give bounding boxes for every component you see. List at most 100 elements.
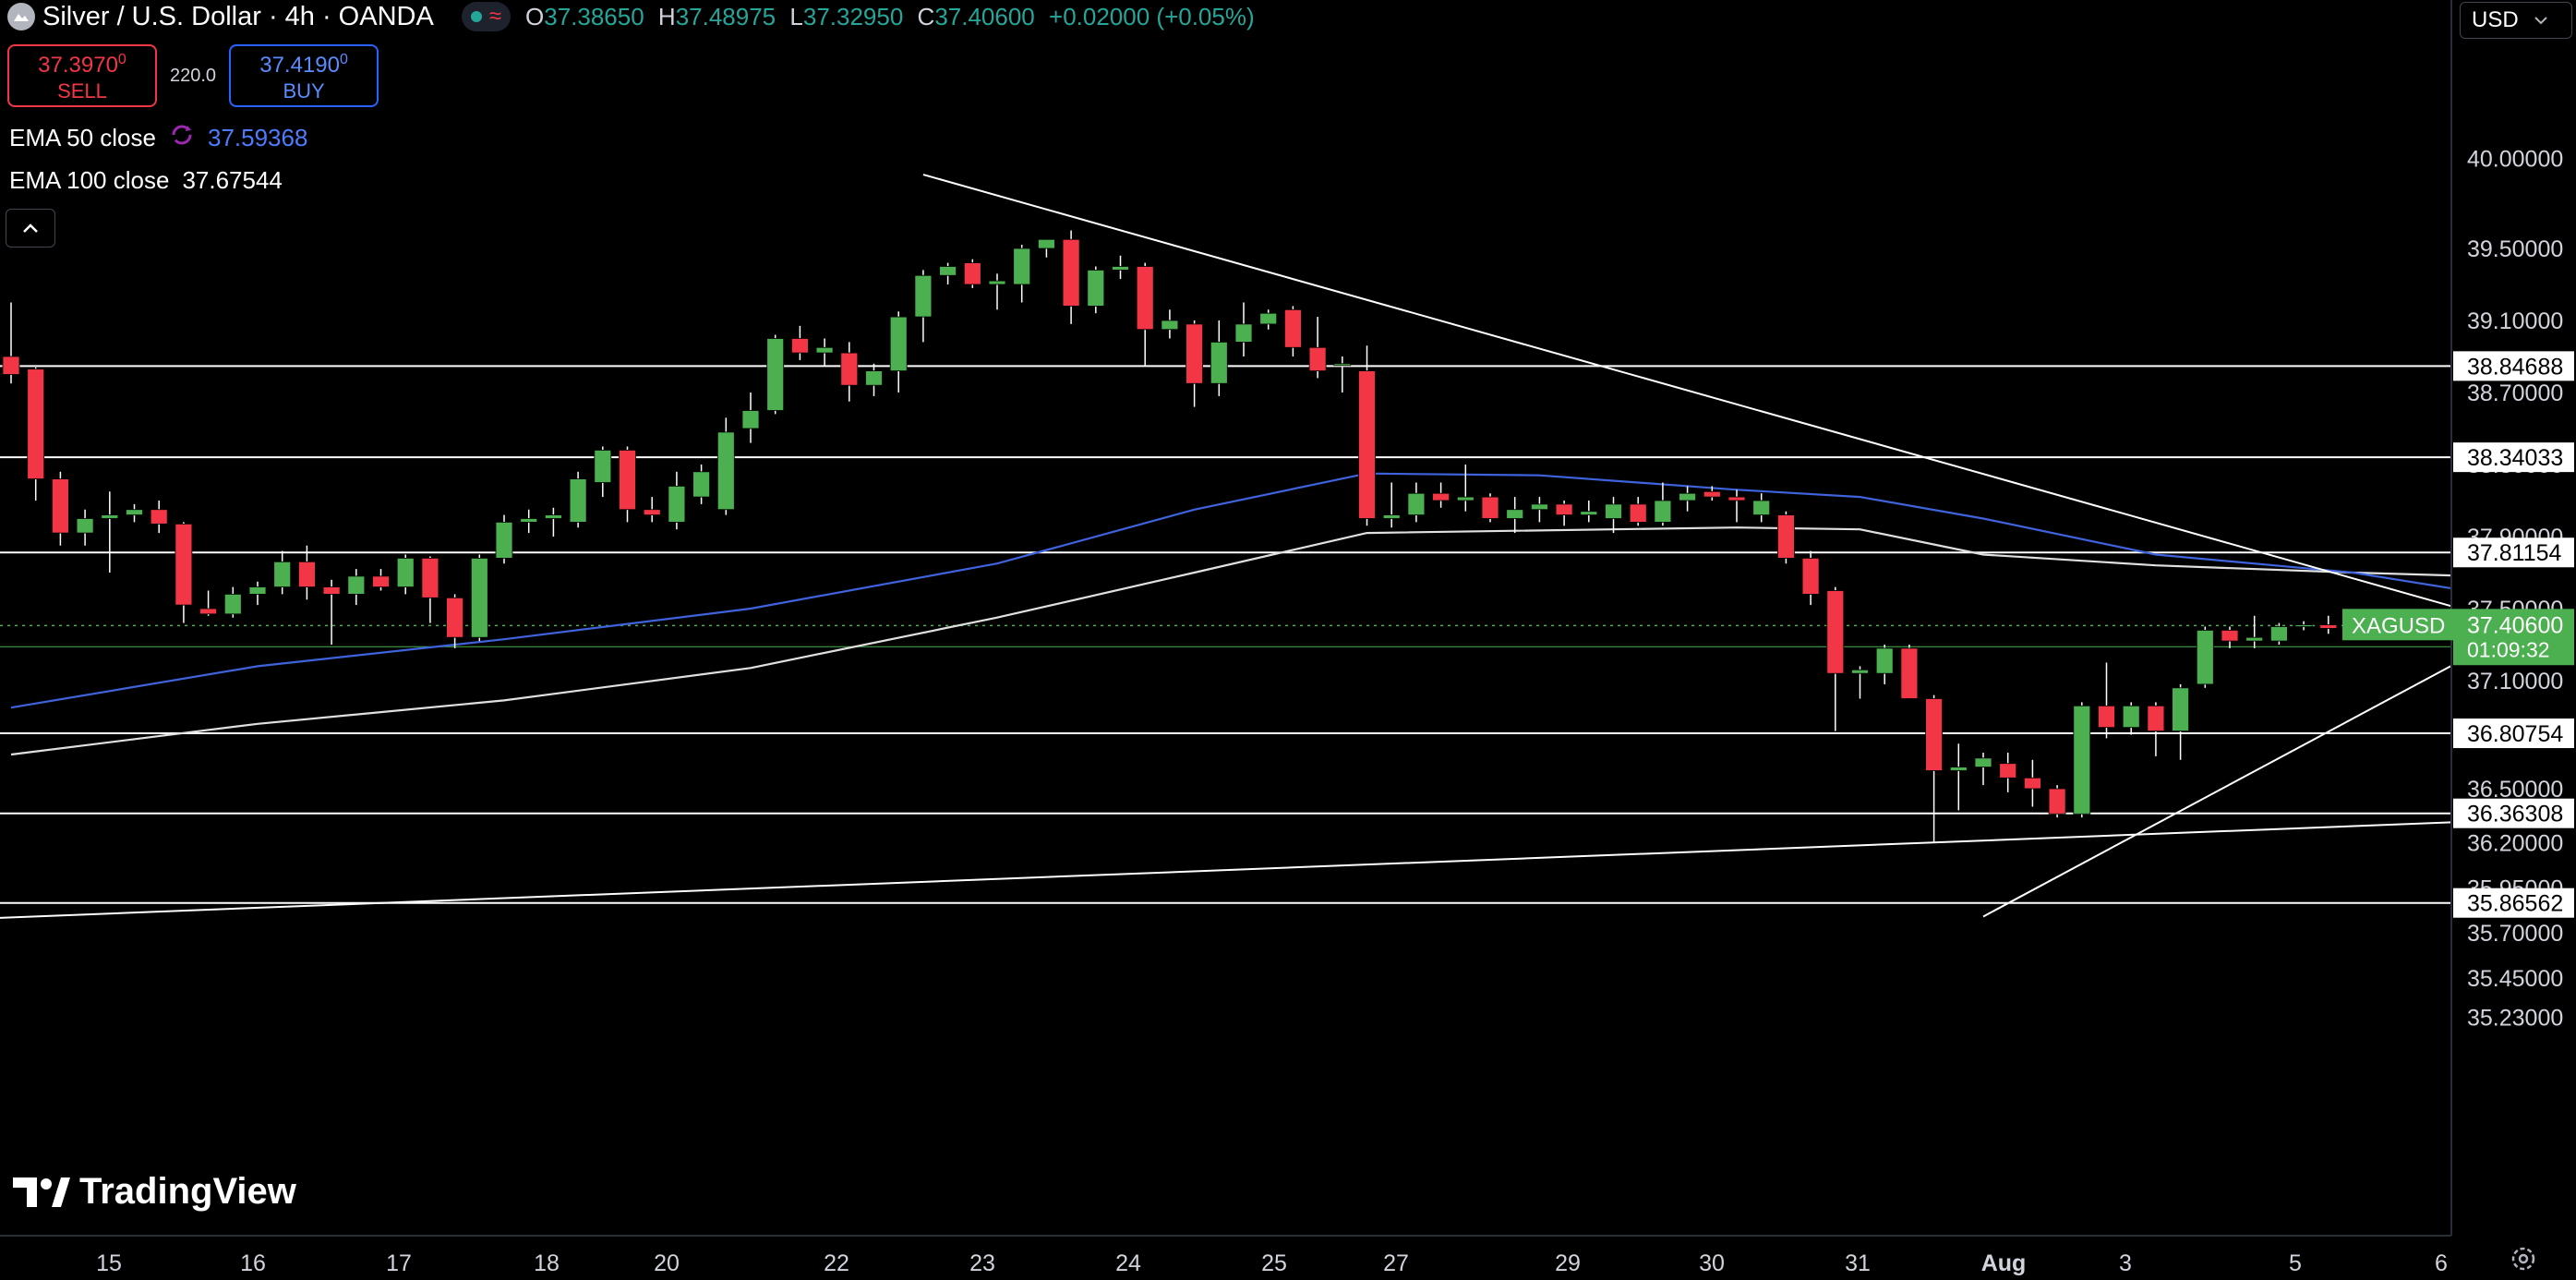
candle-body xyxy=(1432,492,1450,501)
candle-body xyxy=(101,514,119,519)
market-open-dot-icon xyxy=(470,11,482,22)
candle-body xyxy=(223,594,242,615)
time-tick: 16 xyxy=(240,1250,266,1276)
candle-body xyxy=(248,586,267,595)
candle-body xyxy=(1161,320,1179,331)
collapse-legend-button[interactable] xyxy=(6,209,55,248)
symbol-tag-bg xyxy=(2342,609,2453,641)
candle-body xyxy=(52,478,69,534)
candle-body xyxy=(520,518,538,523)
current-price-label: 37.40600 xyxy=(2467,612,2563,638)
candle-body xyxy=(446,597,464,638)
sell-price-sup: 0 xyxy=(117,52,126,67)
candle-body xyxy=(470,558,488,638)
candle-body xyxy=(865,370,883,386)
candle-body xyxy=(2269,626,2288,642)
candle-body xyxy=(1703,490,1721,498)
ema100-legend[interactable]: EMA 100 close 37.67544 xyxy=(9,166,283,195)
candle-body xyxy=(1062,238,1080,307)
sell-button[interactable]: 37.39700 SELL xyxy=(7,44,157,107)
candle-body xyxy=(2098,705,2115,729)
level-label-bg xyxy=(2453,888,2574,918)
candlesticks xyxy=(2,230,2362,843)
time-tick: 25 xyxy=(1261,1250,1287,1276)
price-tick: 36.20000 xyxy=(2467,831,2563,857)
buy-label: BUY xyxy=(283,79,325,103)
candle-body xyxy=(1851,669,1869,674)
time-axis: 15 16 17 18 20 22 23 24 25 27 29 30 31 Aug 3 5 6 xyxy=(0,1235,2451,1276)
candle-body xyxy=(569,478,587,523)
time-tick: Aug xyxy=(1981,1250,2027,1276)
buy-price: 37.4190 xyxy=(259,53,340,78)
candle-body xyxy=(692,471,710,498)
candle-body xyxy=(1112,266,1129,271)
candle-body xyxy=(1456,496,1475,501)
candle-body xyxy=(766,338,785,411)
countdown-label: 01:09:32 xyxy=(2467,637,2550,661)
price-tick: 35.23000 xyxy=(2467,1006,2563,1032)
ema100-label: EMA 100 close xyxy=(9,166,170,194)
candle-body xyxy=(76,518,94,534)
candle-body xyxy=(495,522,513,559)
ema50-legend[interactable]: EMA 50 close 37.59368 xyxy=(9,122,307,154)
time-tick: 31 xyxy=(1845,1250,1871,1276)
candle-body xyxy=(545,514,562,519)
refresh-icon[interactable] xyxy=(169,122,195,154)
currency-selector[interactable]: USD xyxy=(2460,2,2572,39)
chevron-up-icon xyxy=(23,223,38,233)
time-tick: 20 xyxy=(654,1250,680,1276)
candle-body xyxy=(643,509,661,515)
time-tick: 18 xyxy=(534,1250,560,1276)
candle-body xyxy=(2122,705,2140,729)
candle-body xyxy=(1382,514,1401,519)
close-value: 37.40600 xyxy=(934,2,1035,30)
market-status[interactable]: ≈ xyxy=(461,2,511,31)
time-tick: 30 xyxy=(1699,1250,1725,1276)
candle-body xyxy=(1087,269,1105,307)
low-label: L xyxy=(789,2,803,30)
time-tick: 27 xyxy=(1383,1250,1409,1276)
long-term-support-trendline xyxy=(0,816,2575,919)
time-tick: 17 xyxy=(386,1250,412,1276)
chevron-down-icon xyxy=(2534,17,2547,25)
candle-body xyxy=(2221,630,2239,642)
time-tick: 3 xyxy=(2119,1250,2132,1276)
level-label: 38.34033 xyxy=(2467,445,2563,471)
candle-body xyxy=(297,561,316,587)
candle-body xyxy=(175,523,193,606)
level-label-bg xyxy=(2453,537,2574,568)
candle-body xyxy=(1826,590,1845,674)
candle-body xyxy=(1629,503,1647,523)
ema50-line xyxy=(10,472,2477,709)
candle-body xyxy=(322,586,341,595)
price-tick: 40.00000 xyxy=(2467,147,2563,173)
level-label: 38.84688 xyxy=(2467,354,2563,380)
candle-body xyxy=(1210,341,1228,384)
ema-lines xyxy=(10,472,2477,756)
price-tick: 39.50000 xyxy=(2467,236,2563,262)
tradingview-logo[interactable]: TradingView xyxy=(13,1171,296,1213)
ema50-value: 37.59368 xyxy=(207,124,308,151)
ema50-label: EMA 50 close xyxy=(9,124,156,151)
candle-body xyxy=(1013,248,1031,285)
price-tick: 36.50000 xyxy=(2467,777,2563,803)
candle-body xyxy=(914,274,933,318)
candle-body xyxy=(372,575,390,588)
symbol-tag: XAGUSD xyxy=(2352,613,2445,638)
gear-icon[interactable] xyxy=(2508,1243,2539,1274)
candle-body xyxy=(1999,763,2017,779)
candle-body xyxy=(594,449,612,483)
candle-body xyxy=(889,316,908,372)
low-value: 37.32950 xyxy=(802,2,904,30)
level-label: 37.81154 xyxy=(2467,540,2562,566)
symbol-title[interactable]: Silver / U.S. Dollar · 4h · OANDA xyxy=(42,1,434,31)
candle-body xyxy=(421,558,439,598)
horizontal-levels xyxy=(0,365,2451,904)
sell-label: SELL xyxy=(57,79,107,103)
level-label-bg xyxy=(2453,718,2574,749)
buy-button[interactable]: 37.41900 BUY xyxy=(229,44,379,107)
candle-body xyxy=(1186,323,1203,384)
level-label-bg xyxy=(2453,798,2574,828)
candle-body xyxy=(1407,492,1426,516)
